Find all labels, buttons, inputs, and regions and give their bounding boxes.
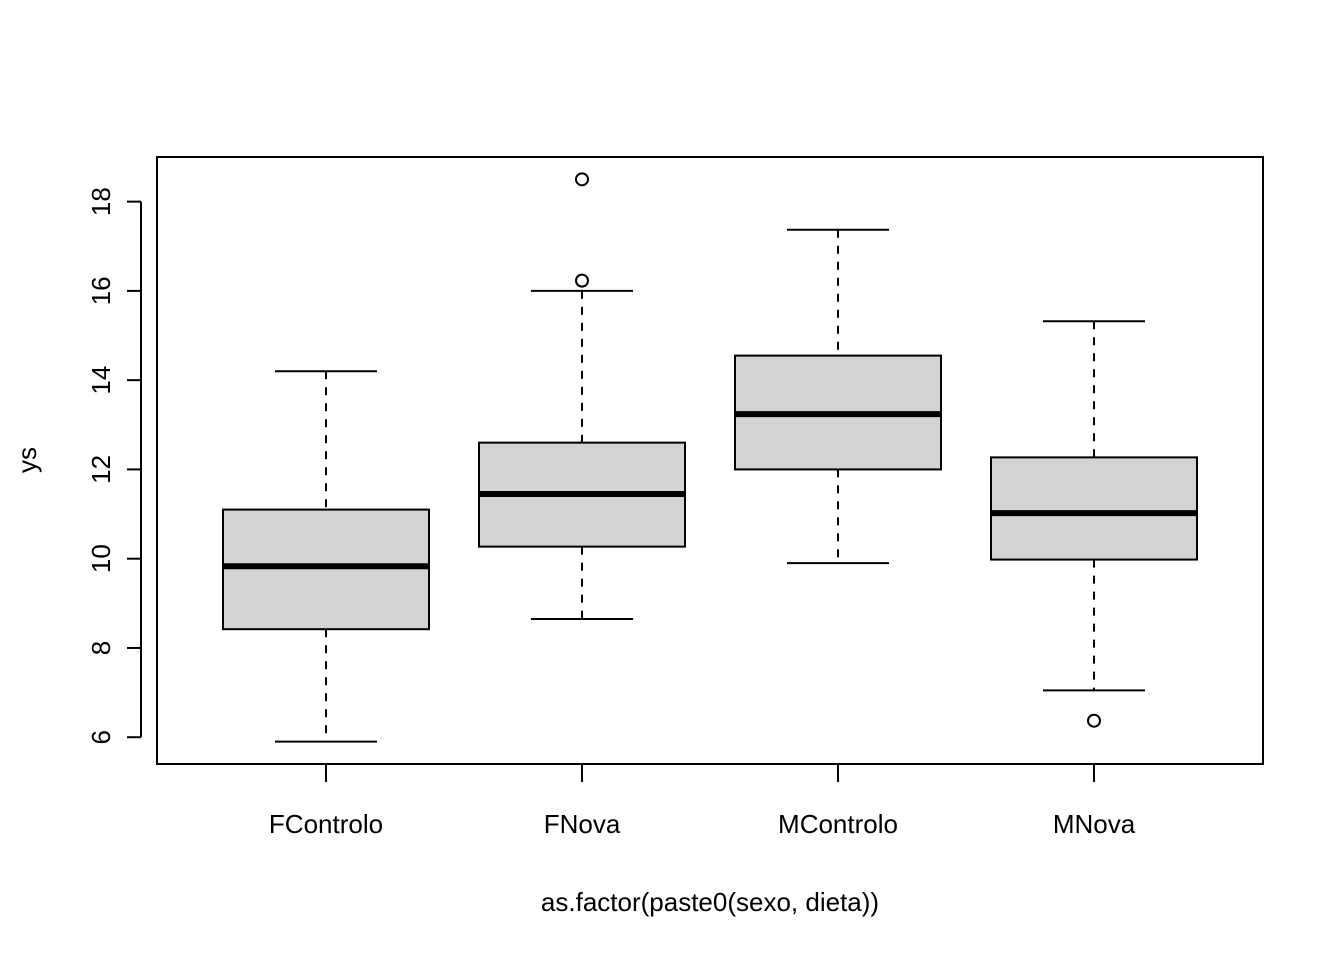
y-tick-label: 14 [86,366,116,395]
y-tick-label: 10 [86,544,116,573]
y-tick-label: 18 [86,187,116,216]
y-axis: 6 8 10 12 14 16 18 [86,187,142,744]
outlier-point [575,273,589,288]
iqr-box [222,508,430,631]
y-axis-title: ys [12,447,42,473]
x-tick-label: FControlo [269,809,383,839]
y-tick-label: 12 [86,455,116,484]
y-tick-label: 6 [86,730,116,744]
box-group [222,370,430,743]
box-group [734,228,942,565]
box-group [990,320,1198,728]
x-tick-label: FNova [544,809,621,839]
x-axis-title: as.factor(paste0(sexo, dieta)) [541,887,879,917]
iqr-box [990,456,1198,561]
box-group [478,172,686,620]
x-tick-label: MControlo [778,809,898,839]
x-axis: FControlo FNova MControlo MNova [269,763,1136,839]
x-tick-label: MNova [1053,809,1136,839]
outlier-point [575,172,589,187]
y-tick-label: 16 [86,276,116,305]
y-tick-label: 8 [86,641,116,655]
outlier-point [1087,713,1101,728]
boxes-layer [222,172,1198,743]
